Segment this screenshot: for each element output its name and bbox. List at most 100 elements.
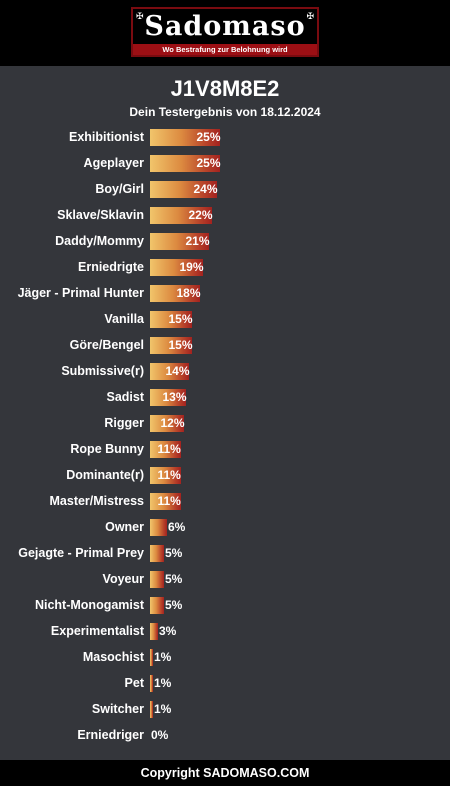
chart-row: Rigger 12% <box>0 410 450 436</box>
value-bar <box>150 415 184 432</box>
chart-row: Owner 6% <box>0 514 450 540</box>
chart-row: Voyeur 5% <box>0 566 450 592</box>
site-header: ✠ ✠ Sadomaso Wo Bestrafung zur Belohnung… <box>0 0 450 66</box>
ornament-icon: ✠ <box>306 11 314 21</box>
chart-row: Submissive(r) 14% <box>0 358 450 384</box>
chart-row: Ageplayer 25% <box>0 150 450 176</box>
value-bar <box>150 545 164 562</box>
ornament-icon: ✠ <box>136 11 144 21</box>
category-label: Pet <box>124 676 144 690</box>
chart-row: Boy/Girl 24% <box>0 176 450 202</box>
value-label: 14% <box>165 364 190 378</box>
category-label: Boy/Girl <box>95 182 144 196</box>
category-label: Rope Bunny <box>70 442 144 456</box>
chart-row: Sadist 13% <box>0 384 450 410</box>
category-label: Voyeur <box>102 572 144 586</box>
value-bar <box>150 649 153 666</box>
value-bar <box>150 519 167 536</box>
value-label: 24% <box>193 182 218 196</box>
value-label: 12% <box>160 416 185 430</box>
value-bar <box>150 467 181 484</box>
category-label: Erniedriger <box>77 728 144 742</box>
value-bar <box>150 311 192 328</box>
value-bar <box>150 129 220 146</box>
value-label: 0% <box>151 728 169 742</box>
category-label: Exhibitionist <box>69 130 144 144</box>
chart-row: Nicht-Monogamist 5% <box>0 592 450 618</box>
copyright-footer: Copyright SADOMASO.COM <box>0 760 450 786</box>
chart-row: Pet 1% <box>0 670 450 696</box>
logo-tagline: Wo Bestrafung zur Belohnung wird <box>133 44 317 55</box>
value-bar <box>150 155 220 172</box>
value-label: 11% <box>157 468 181 482</box>
value-label: 11% <box>157 494 181 508</box>
category-label: Master/Mistress <box>49 494 145 508</box>
value-label: 1% <box>154 676 172 690</box>
value-bar <box>150 389 186 406</box>
value-bar <box>150 363 189 380</box>
result-title: J1V8M8E2 <box>170 76 280 101</box>
category-label: Experimentalist <box>50 624 144 638</box>
category-label: Masochist <box>82 650 144 664</box>
category-label: Switcher <box>91 702 144 716</box>
value-bar <box>150 259 203 276</box>
value-label: 3% <box>159 624 177 638</box>
value-label: 25% <box>196 156 221 170</box>
chart-row: Gejagte - Primal Prey 5% <box>0 540 450 566</box>
category-label: Vanilla <box>104 312 144 326</box>
chart-row: Exhibitionist 25% <box>0 124 450 150</box>
value-bar <box>150 571 164 588</box>
site-logo[interactable]: ✠ ✠ Sadomaso Wo Bestrafung zur Belohnung… <box>131 7 319 57</box>
category-label: Erniedrigte <box>78 260 144 274</box>
value-label: 13% <box>162 390 187 404</box>
chart-row: Erniedrigte 19% <box>0 254 450 280</box>
chart-row: Göre/Bengel 15% <box>0 332 450 358</box>
chart-row: Experimentalist 3% <box>0 618 450 644</box>
value-bar <box>150 207 212 224</box>
value-label: 1% <box>154 702 172 716</box>
category-label: Sklave/Sklavin <box>57 208 144 222</box>
value-bar <box>150 623 158 640</box>
category-label: Owner <box>105 520 144 534</box>
value-label: 1% <box>154 650 172 664</box>
value-bar <box>150 233 209 250</box>
chart-row: Erniedriger 0% <box>0 722 450 748</box>
value-bar <box>150 701 153 718</box>
category-label: Dominante(r) <box>66 468 144 482</box>
value-label: 5% <box>165 598 183 612</box>
chart-row: Jäger - Primal Hunter 18% <box>0 280 450 306</box>
value-label: 18% <box>176 286 201 300</box>
category-label: Gejagte - Primal Prey <box>18 546 144 560</box>
chart-row: Dominante(r) 11% <box>0 462 450 488</box>
value-label: 11% <box>157 442 181 456</box>
chart-row: Vanilla 15% <box>0 306 450 332</box>
category-label: Sadist <box>106 390 144 404</box>
category-label: Daddy/Mommy <box>55 234 144 248</box>
value-label: 25% <box>196 130 221 144</box>
value-bar <box>150 597 164 614</box>
category-label: Jäger - Primal Hunter <box>17 286 144 300</box>
value-label: 5% <box>165 546 183 560</box>
category-label: Göre/Bengel <box>69 338 144 352</box>
category-label: Rigger <box>104 416 144 430</box>
value-bar <box>150 493 181 510</box>
category-label: Submissive(r) <box>61 364 144 378</box>
value-label: 15% <box>168 312 193 326</box>
category-label: Ageplayer <box>83 156 144 170</box>
value-bar <box>150 285 200 302</box>
value-label: 5% <box>165 572 183 586</box>
result-subtitle: Dein Testergebnis von 18.12.2024 <box>129 105 321 119</box>
logo-title: Sadomaso <box>144 11 306 42</box>
chart-row: Daddy/Mommy 21% <box>0 228 450 254</box>
value-label: 19% <box>179 260 204 274</box>
value-label: 6% <box>168 520 186 534</box>
chart-row: Master/Mistress 11% <box>0 488 450 514</box>
value-bar <box>150 441 181 458</box>
value-bar <box>150 181 217 198</box>
result-bar-chart: Exhibitionist 25% Ageplayer 25% Boy/Girl 24% S… <box>0 124 450 750</box>
chart-row: Masochist 1% <box>0 644 450 670</box>
value-label: 22% <box>188 208 213 222</box>
chart-row: Sklave/Sklavin 22% <box>0 202 450 228</box>
category-label: Nicht-Monogamist <box>34 598 144 612</box>
value-label: 15% <box>168 338 193 352</box>
